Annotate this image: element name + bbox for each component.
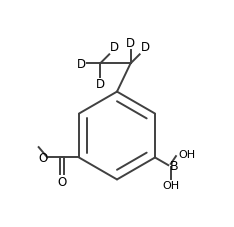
Text: D: D <box>95 78 105 91</box>
Text: D: D <box>110 41 119 54</box>
Text: D: D <box>126 37 135 50</box>
Text: OH: OH <box>178 150 195 160</box>
Text: D: D <box>141 41 150 54</box>
Text: O: O <box>39 151 48 164</box>
Text: O: O <box>58 175 67 188</box>
Text: OH: OH <box>162 180 179 190</box>
Text: D: D <box>77 58 86 71</box>
Text: B: B <box>169 159 178 172</box>
